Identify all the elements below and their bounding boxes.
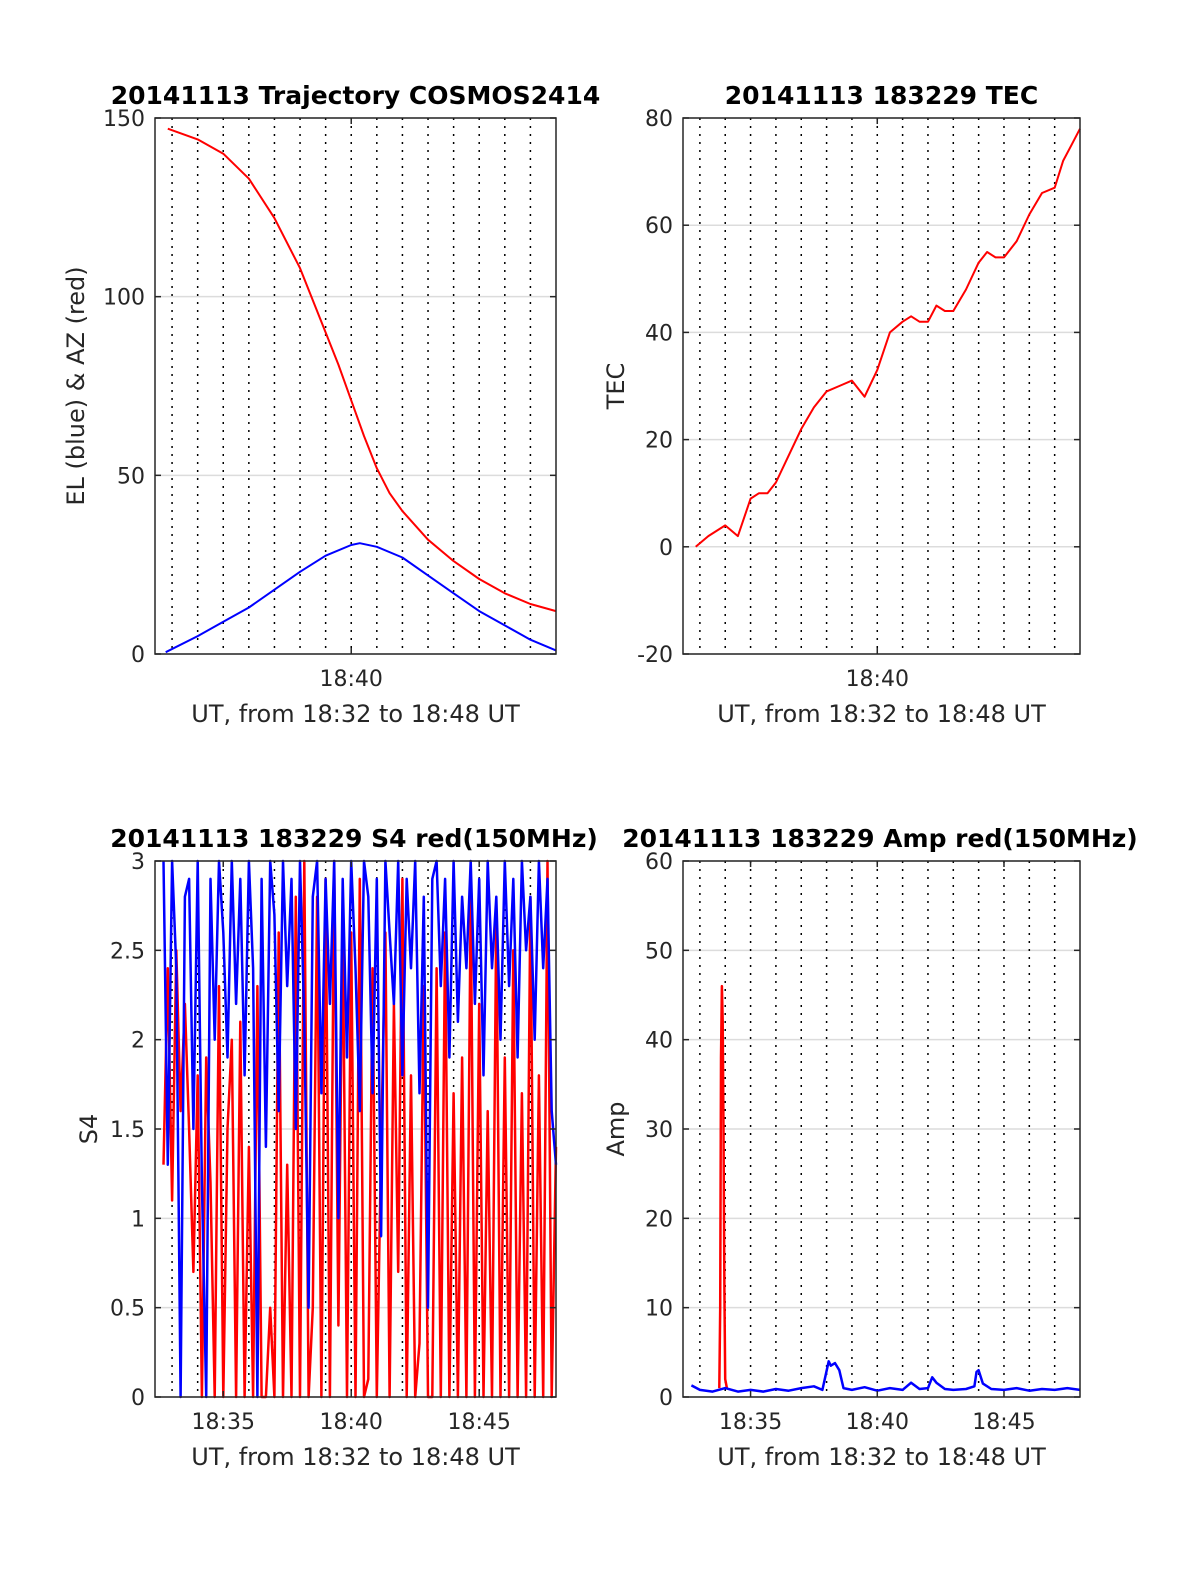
y-tick-label-2-5: 2.5 bbox=[110, 939, 145, 964]
plot-area bbox=[683, 118, 1080, 654]
y-tick-label-50: 50 bbox=[645, 939, 673, 964]
trajectory-series-el bbox=[165, 542, 557, 654]
y-tick-label-1-5: 1.5 bbox=[110, 1118, 145, 1143]
y-tick-label-60: 60 bbox=[645, 850, 673, 875]
chart-title: 20141113 Trajectory COSMOS2414 bbox=[111, 81, 601, 110]
s4-panel: 0 0.5 1 1.5 2 2.5 3 18:35 18:40 18:45 UT, from 18:… bbox=[75, 824, 598, 1471]
x-tick-label-18-40: 18:40 bbox=[320, 667, 383, 692]
y-tick-label-10: 10 bbox=[645, 1297, 673, 1322]
amp-series-amp_red bbox=[718, 984, 729, 1389]
y-tick-label-40: 40 bbox=[645, 321, 673, 346]
y-axis-label: S4 bbox=[75, 1114, 103, 1145]
trajectory-panel: 0 50 100 150 18:40 UT, from 18:32 to 18:48 UT… bbox=[62, 81, 600, 728]
y-tick-label-0: 0 bbox=[659, 1386, 673, 1411]
tec-series-tec bbox=[695, 128, 1081, 548]
x-tick-label-18-45: 18:45 bbox=[448, 1410, 511, 1435]
chart-title: 20141113 183229 TEC bbox=[725, 81, 1038, 110]
y-tick-label-2: 2 bbox=[131, 1029, 145, 1054]
y-tick-label-20: 20 bbox=[645, 429, 673, 454]
x-tick-label-18-45: 18:45 bbox=[972, 1410, 1035, 1435]
trajectory-series-az bbox=[167, 127, 557, 613]
y-tick-label-150: 150 bbox=[103, 107, 145, 132]
x-axis-label: UT, from 18:32 to 18:48 UT bbox=[191, 1443, 520, 1471]
x-tick-label-18-40: 18:40 bbox=[320, 1410, 383, 1435]
y-tick-label-0: 0 bbox=[131, 643, 145, 668]
x-tick-label-18-40: 18:40 bbox=[846, 667, 909, 692]
y-tick-label-100: 100 bbox=[103, 286, 145, 311]
chart-title: 20141113 183229 S4 red(150MHz) bbox=[110, 824, 598, 853]
x-axis-label: UT, from 18:32 to 18:48 UT bbox=[717, 700, 1046, 728]
x-tick-label-18-35: 18:35 bbox=[192, 1410, 255, 1435]
y-axis-label: EL (blue) & AZ (red) bbox=[62, 266, 90, 505]
x-tick-label-18-35: 18:35 bbox=[719, 1410, 782, 1435]
y-tick-label-60: 60 bbox=[645, 214, 673, 239]
y-tick-label-1: 1 bbox=[131, 1207, 145, 1232]
y-tick-label-20: 20 bbox=[645, 1207, 673, 1232]
y-tick-label-0: 0 bbox=[659, 536, 673, 561]
x-axis-label: UT, from 18:32 to 18:48 UT bbox=[717, 1443, 1046, 1471]
y-tick-label-3: 3 bbox=[131, 850, 145, 875]
x-tick-label-18-40: 18:40 bbox=[846, 1410, 909, 1435]
amp-series-amp_blue bbox=[690, 1360, 1081, 1393]
y-tick-label-40: 40 bbox=[645, 1029, 673, 1054]
y-axis-label: TEC bbox=[602, 363, 630, 411]
tec-panel: -20 0 20 40 60 80 18:40 UT, from 18:32 to 18:48… bbox=[602, 81, 1081, 728]
chart-title: 20141113 183229 Amp red(150MHz) bbox=[622, 824, 1138, 853]
amp-panel: 0 10 20 30 40 50 60 18:35 18:40 18:45 UT, from 18:… bbox=[602, 824, 1138, 1471]
axes-box bbox=[154, 117, 557, 655]
plot-area bbox=[155, 118, 556, 654]
y-axis-label: Amp bbox=[602, 1101, 630, 1156]
s4-series-s4_red bbox=[162, 859, 558, 1399]
y-tick-label-30: 30 bbox=[645, 1118, 673, 1143]
y-tick-label-80: 80 bbox=[645, 107, 673, 132]
y-tick-label-50: 50 bbox=[117, 464, 145, 489]
x-axis-label: UT, from 18:32 to 18:48 UT bbox=[191, 700, 520, 728]
s4-series-s4_blue bbox=[162, 859, 558, 1399]
y-tick-label-20: -20 bbox=[637, 643, 673, 668]
y-tick-label-0-5: 0.5 bbox=[110, 1297, 145, 1322]
axes-box bbox=[682, 117, 1081, 655]
y-tick-label-0: 0 bbox=[131, 1386, 145, 1411]
